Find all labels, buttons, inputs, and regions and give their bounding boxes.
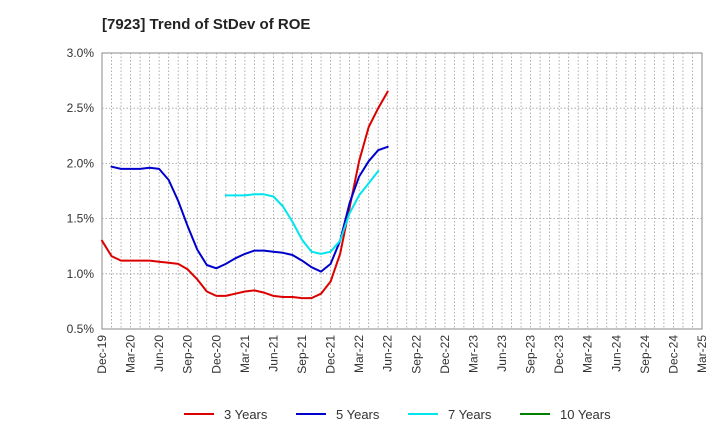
- x-tick-label: Dec-19: [95, 335, 109, 374]
- x-tick-label: Jun-23: [495, 335, 509, 372]
- x-tick-label: Dec-22: [438, 335, 452, 374]
- chart-title: [7923] Trend of StDev of ROE: [102, 16, 311, 33]
- y-tick-label: 1.0%: [67, 267, 95, 281]
- grid-layer: [102, 53, 702, 329]
- y-tick-label: 0.5%: [67, 322, 95, 336]
- plot-background: [101, 52, 703, 330]
- x-tick-label: Dec-23: [552, 335, 566, 374]
- x-tick-label: Mar-20: [124, 335, 138, 373]
- x-tick-label: Jun-20: [152, 335, 166, 372]
- series-line-3-years: [101, 90, 389, 300]
- series-line-7-years: [224, 170, 380, 255]
- x-tick-label: Sep-23: [524, 335, 538, 374]
- x-tick-label: Dec-24: [666, 335, 680, 374]
- x-tick-label: Mar-21: [238, 335, 252, 373]
- x-tick-label: Jun-21: [266, 335, 280, 372]
- y-tick-label: 3.0%: [67, 46, 95, 60]
- x-tick-label: Mar-25: [695, 335, 709, 373]
- legend-label: 3 Years: [224, 407, 268, 422]
- legend-label: 7 Years: [448, 407, 492, 422]
- x-tick-label: Dec-21: [324, 335, 338, 374]
- x-tick-label: Dec-20: [209, 335, 223, 374]
- x-tick-label: Jun-24: [609, 335, 623, 372]
- series-layer: [101, 90, 389, 300]
- x-tick-label: Mar-22: [352, 335, 366, 373]
- x-tick-label: Mar-24: [581, 335, 595, 373]
- y-tick-label: 2.0%: [67, 156, 95, 170]
- legend-label: 10 Years: [560, 407, 611, 422]
- y-tick-label: 2.5%: [67, 101, 95, 115]
- x-tick-label: Jun-22: [381, 335, 395, 372]
- x-tick-label: Mar-23: [466, 335, 480, 373]
- legend-label: 5 Years: [336, 407, 380, 422]
- x-tick-label: Sep-21: [295, 335, 309, 374]
- axis-layer: 0.5% 1.0% 1.5% 2.0% 2.5% 3.0% Dec-19 Mar-20 Jun-…: [67, 46, 709, 374]
- y-tick-label: 1.5%: [67, 212, 95, 226]
- x-tick-label: Sep-22: [409, 335, 423, 374]
- x-tick-label: Sep-24: [638, 335, 652, 374]
- legend: 3 Years 5 Years 7 Years 10 Years: [184, 407, 611, 422]
- x-tick-label: Sep-20: [181, 335, 195, 374]
